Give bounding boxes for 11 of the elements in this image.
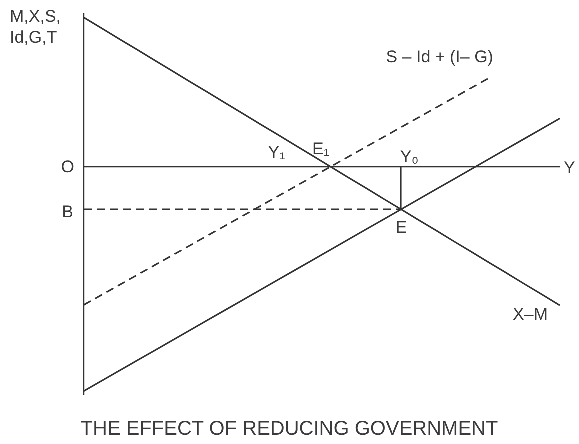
annotation: E₁ xyxy=(312,140,330,159)
x-axis-title: Y xyxy=(564,158,576,178)
y-axis-title: M,X,S, Id,G,T xyxy=(10,6,62,48)
annotation: Y₀ xyxy=(400,148,419,167)
series-label: S – Id + (I– G) xyxy=(386,47,494,66)
text: B xyxy=(62,202,74,222)
annotation: E xyxy=(396,218,408,237)
annotation: Y₁ xyxy=(268,142,286,162)
text: O xyxy=(61,158,74,177)
text: THE EFFECT OF REDUCING GOVERNMENT xyxy=(80,417,500,441)
series-label: X–M xyxy=(513,304,548,324)
